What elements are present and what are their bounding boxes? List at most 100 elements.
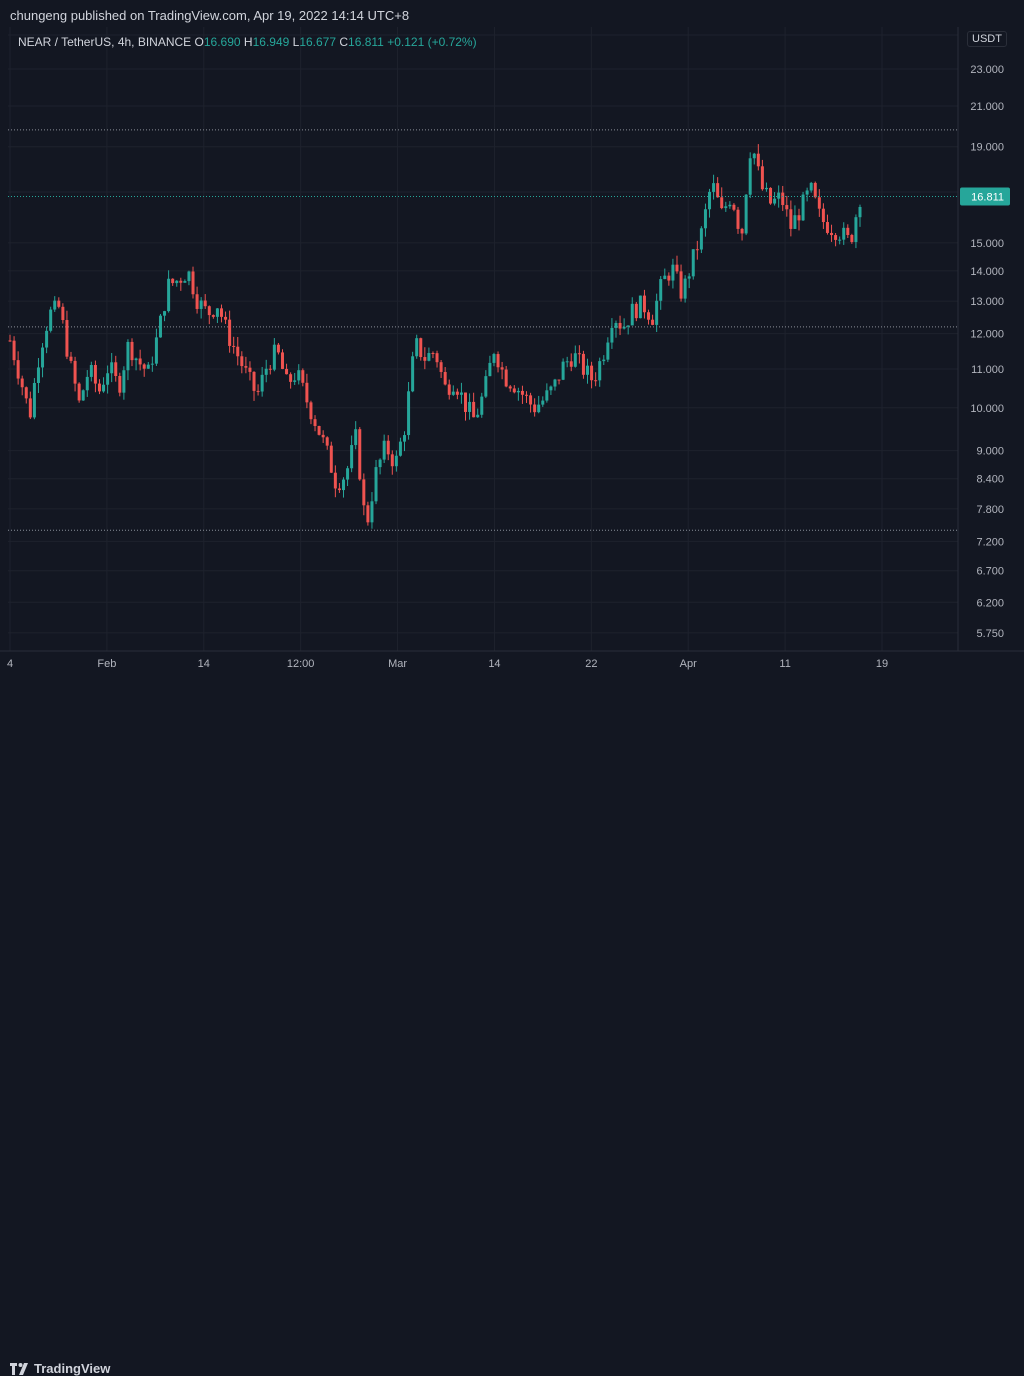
candle [163,310,167,322]
candle [533,398,537,417]
candle [789,200,793,237]
candle-body [590,365,594,381]
candle-body [386,440,390,455]
candle [760,159,764,191]
candle-body [797,215,801,221]
y-tick-label: 10.000 [970,403,1004,415]
chart-grid [8,27,958,651]
candle-body [36,367,40,383]
published-info: chungeng published on TradingView.com, A… [10,8,410,23]
candle [341,477,345,498]
candle [638,295,642,319]
candle [447,379,451,400]
candle-body [215,308,219,317]
candle [313,415,317,432]
candle-body [525,394,529,396]
candle [81,389,85,401]
candle [317,425,321,436]
candle-body [73,360,77,384]
candle [476,408,480,418]
candle [435,350,439,368]
candle-body [683,278,687,299]
candle [276,342,280,355]
candle [346,465,350,486]
candle [350,435,354,473]
time-axis[interactable]: 4 Feb 14 12:00 Mar 14 22 Apr 11 19 [0,650,1024,670]
candle-body [801,194,805,221]
high-label: H [243,35,253,49]
candle-body [565,361,569,363]
candle-body [106,373,110,385]
candle-body [211,315,215,317]
last-price-tag [960,187,1010,206]
candle [20,375,24,396]
candle-body [716,183,720,198]
candle [610,318,614,349]
candle [260,366,264,397]
candle-body [850,234,854,243]
candle-body [142,364,146,369]
candle-body [248,367,252,372]
candle-body [492,354,496,363]
candle [703,203,707,237]
currency-button[interactable]: USDT [967,31,1007,47]
candle-body [183,281,187,283]
candle [634,301,638,322]
candle-body [268,368,272,370]
candle [781,185,785,211]
candle-body [622,326,626,329]
candle-body [793,215,797,229]
candle-body [842,227,846,240]
candle-body [280,352,284,369]
candle [813,181,817,199]
candle-body [740,228,744,234]
candle [248,361,252,381]
candle-body [49,309,53,331]
tradingview-logo-icon [10,1362,28,1375]
candle [407,382,411,440]
candle [443,367,447,386]
candle [114,355,118,382]
candle [228,310,232,353]
candle [232,336,236,354]
candle [77,382,81,403]
candle-body [346,468,350,480]
candle [65,310,69,360]
x-tick-label: 14 [198,658,210,670]
candle [516,387,520,401]
candle-body [366,505,370,523]
candle [618,315,622,336]
candle-body [45,330,49,348]
candle [256,384,260,396]
candle-body [301,370,305,383]
candle [411,351,415,393]
candle [642,289,646,319]
candle [370,492,374,529]
candle [512,385,516,394]
candle-body [712,183,716,192]
candle-body [720,197,724,209]
candle-body [773,198,777,204]
candle [451,385,455,396]
candle [496,351,500,373]
candle [236,336,240,366]
candle [211,314,215,319]
candle [8,334,12,342]
price-axis[interactable]: 25.00023.00021.00019.00017.00015.00014.0… [957,27,1004,651]
candle-body [655,300,659,325]
candle [752,152,756,165]
candle [301,368,305,387]
candle [590,361,594,389]
price-chart[interactable]: 25.00023.00021.00019.00017.00015.00014.0… [0,0,1024,709]
candle [809,181,813,193]
candle [423,347,427,370]
candle [850,233,854,244]
tradingview-logo[interactable]: TradingView [10,1361,110,1376]
candle [565,356,569,368]
candle-body [854,217,858,243]
candle [285,363,289,375]
candle-body [154,337,158,364]
x-tick-label: 12:00 [287,658,315,670]
last-price-marker: 16.811 [8,187,1010,206]
candle-body [138,358,142,365]
